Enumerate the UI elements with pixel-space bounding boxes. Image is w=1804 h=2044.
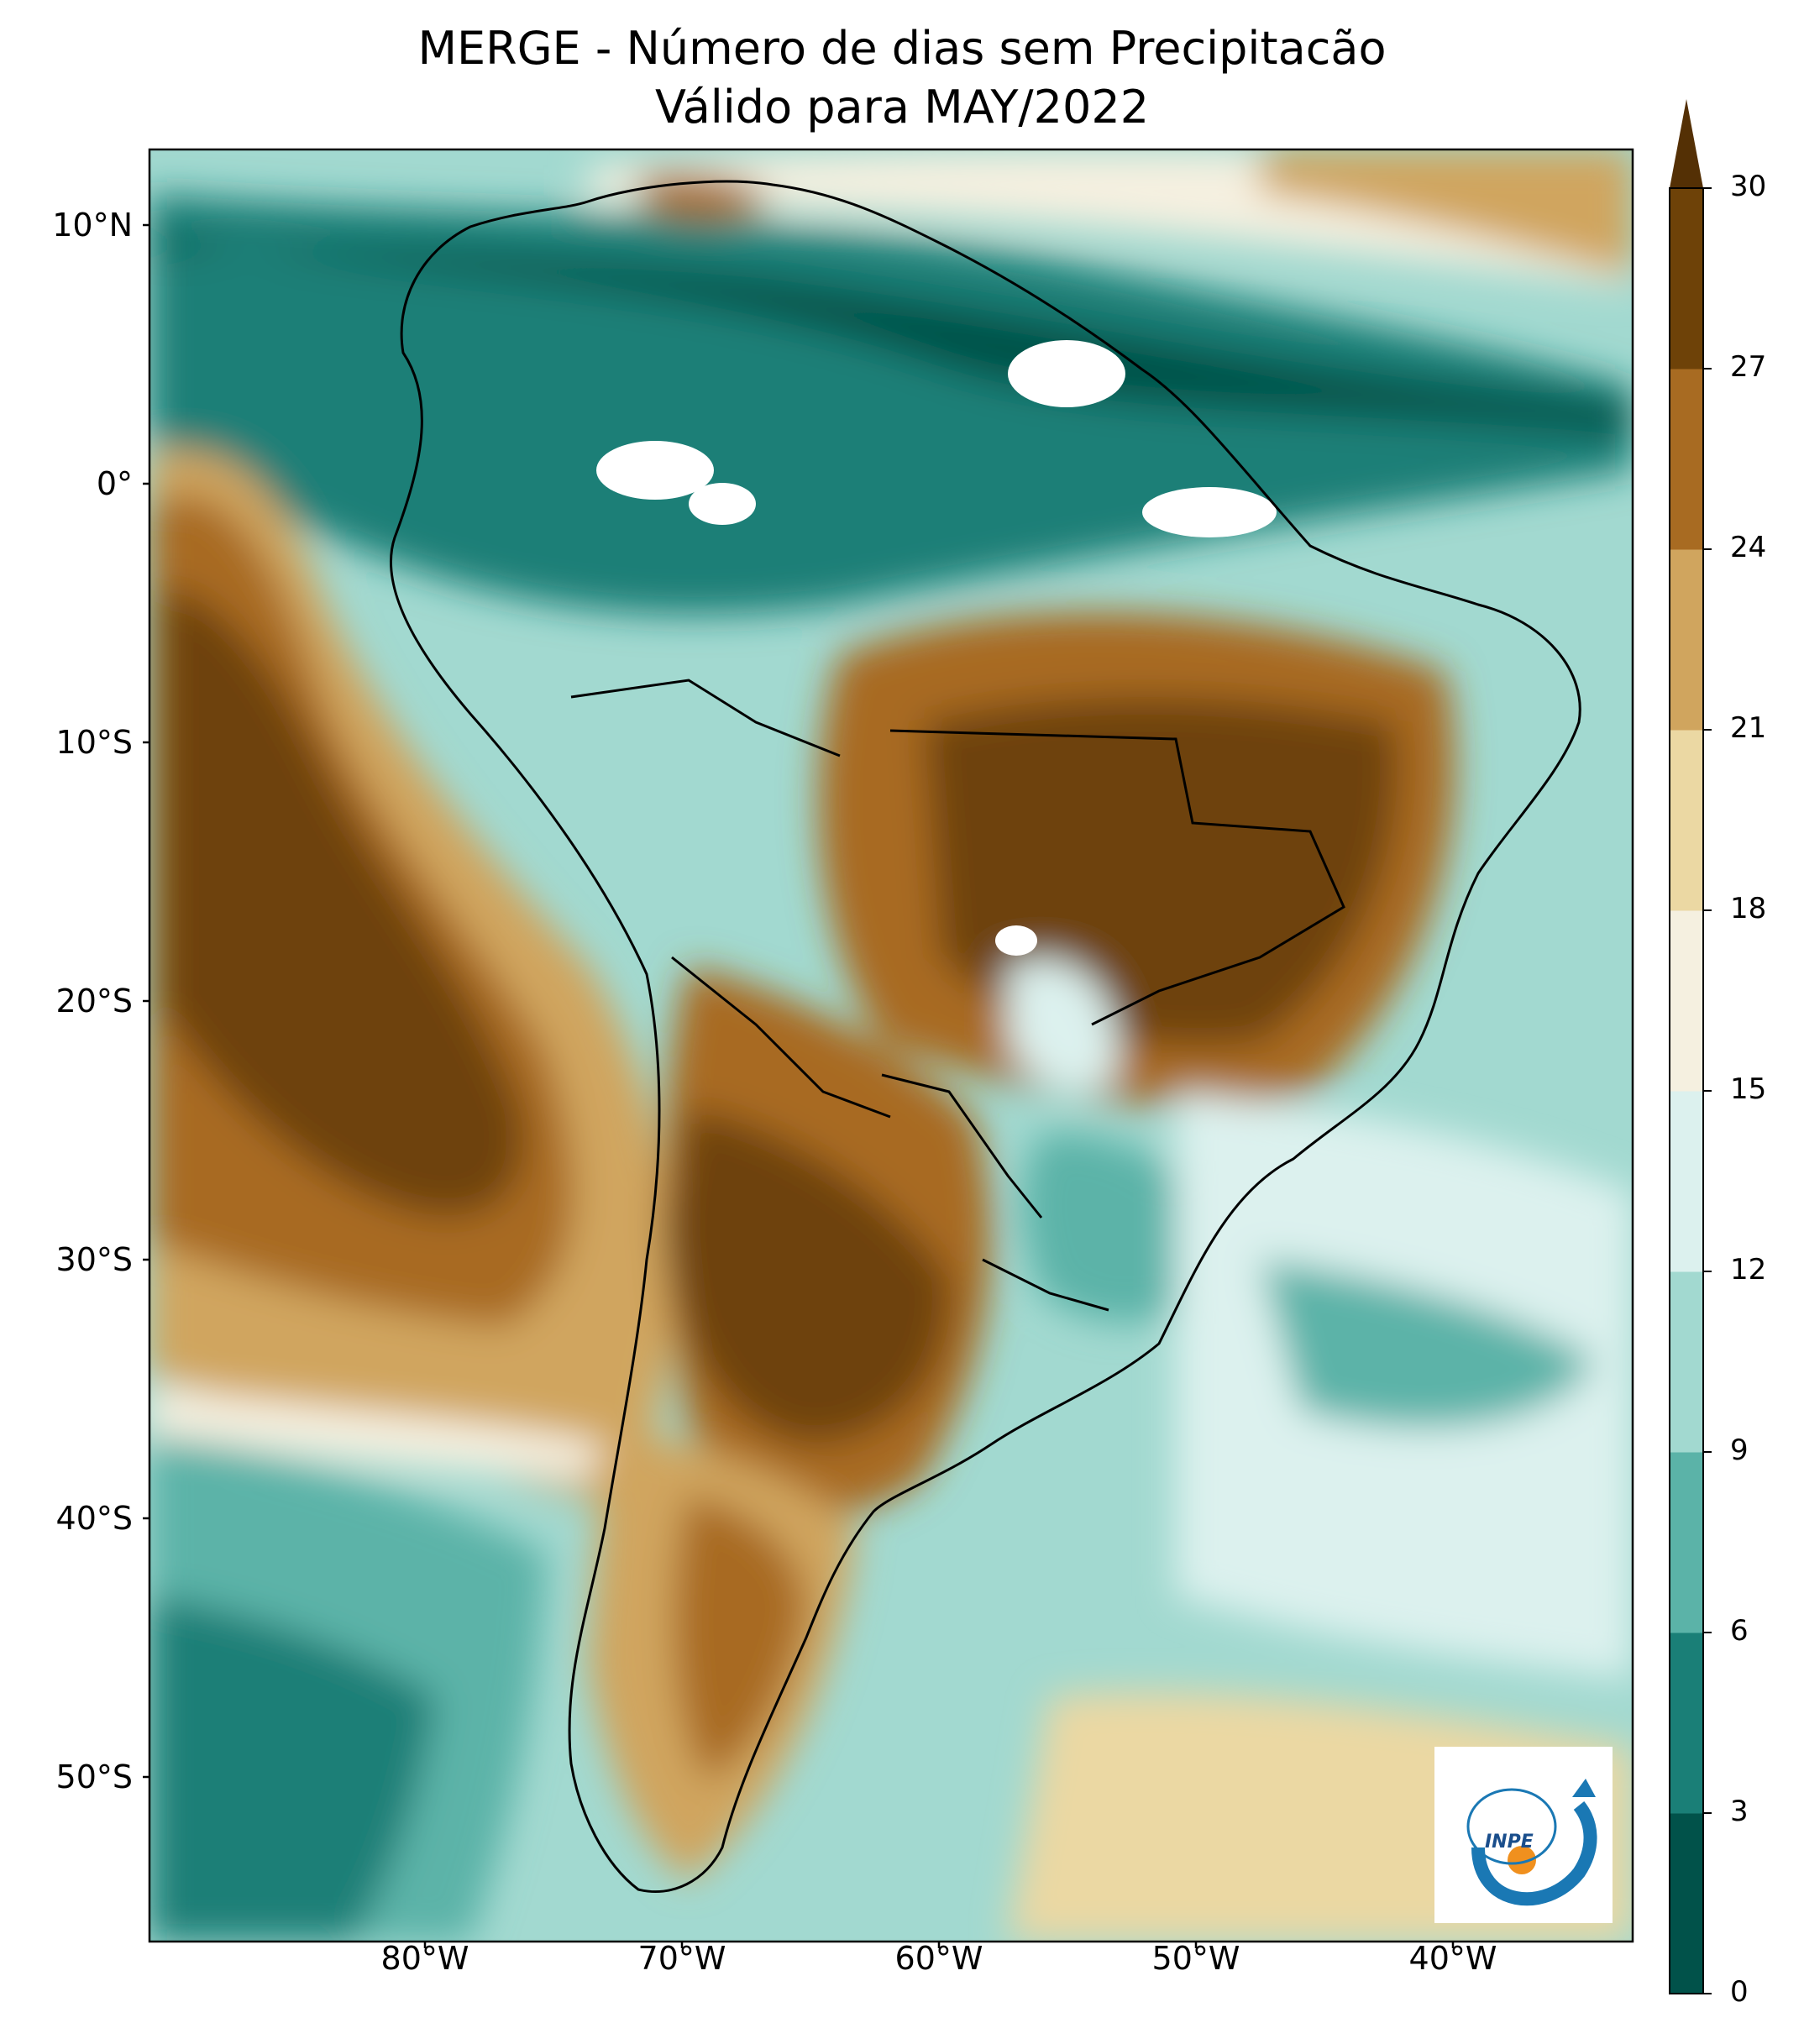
- colorbar-label-12: 12: [1730, 1253, 1767, 1287]
- colorbar-segment: [1670, 1452, 1703, 1633]
- colorbar-label-3: 3: [1730, 1795, 1749, 1828]
- colorbar-segment: [1670, 188, 1703, 369]
- lat-label-10n: 10°N: [52, 207, 133, 244]
- colorbar-segment: [1670, 1271, 1703, 1453]
- lon-label-40w: 40°W: [1408, 1940, 1497, 1977]
- lat-ticks: [143, 223, 149, 1779]
- colorbar-segment: [1670, 1633, 1703, 1814]
- colorbar-label-18: 18: [1730, 892, 1767, 925]
- colorbar-label-24: 24: [1730, 531, 1767, 564]
- colorbar-label-9: 9: [1730, 1433, 1749, 1467]
- colorbar-segment: [1670, 1091, 1703, 1272]
- lat-label-30s: 30°S: [55, 1241, 133, 1278]
- map-title-line1: MERGE - Número de dias sem Precipitacão: [417, 22, 1387, 75]
- lat-label-40s: 40°S: [55, 1500, 133, 1537]
- colorbar-label-0: 0: [1730, 1975, 1749, 2009]
- lat-label-50s: 50°S: [55, 1758, 133, 1795]
- lat-label-20s: 20°S: [55, 983, 133, 1019]
- lon-ticks: [423, 1942, 1455, 1948]
- precip-field: [149, 149, 1633, 1942]
- lon-label-50w: 50°W: [1151, 1940, 1240, 1977]
- colorbar-segment: [1670, 369, 1703, 550]
- colorbar-segment: [1670, 1813, 1703, 1994]
- colorbar-label-6: 6: [1730, 1614, 1749, 1648]
- inpe-logo: INPE: [1434, 1747, 1613, 1923]
- inpe-logo-text: INPE: [1485, 1832, 1534, 1853]
- colorbar-segment: [1670, 730, 1703, 911]
- colorbar-segment: [1670, 549, 1703, 731]
- map-frame: [148, 148, 1634, 1943]
- lat-label-0: 0°: [96, 465, 133, 502]
- lon-label-80w: 80°W: [380, 1940, 469, 1977]
- lat-label-10s: 10°S: [55, 724, 133, 761]
- map-title-line2: Válido para MAY/2022: [654, 81, 1150, 134]
- lon-label-60w: 60°W: [894, 1940, 983, 1977]
- colorbar-label-15: 15: [1730, 1072, 1767, 1106]
- colorbar: [1669, 99, 1712, 1994]
- colorbar-label-30: 30: [1730, 170, 1767, 203]
- colorbar-extend-arrow: [1670, 99, 1703, 188]
- colorbar-label-27: 27: [1730, 350, 1767, 384]
- country-borders: [390, 180, 1581, 1894]
- lon-label-70w: 70°W: [637, 1940, 726, 1977]
- colorbar-label-21: 21: [1730, 711, 1767, 745]
- colorbar-segment: [1670, 910, 1703, 1092]
